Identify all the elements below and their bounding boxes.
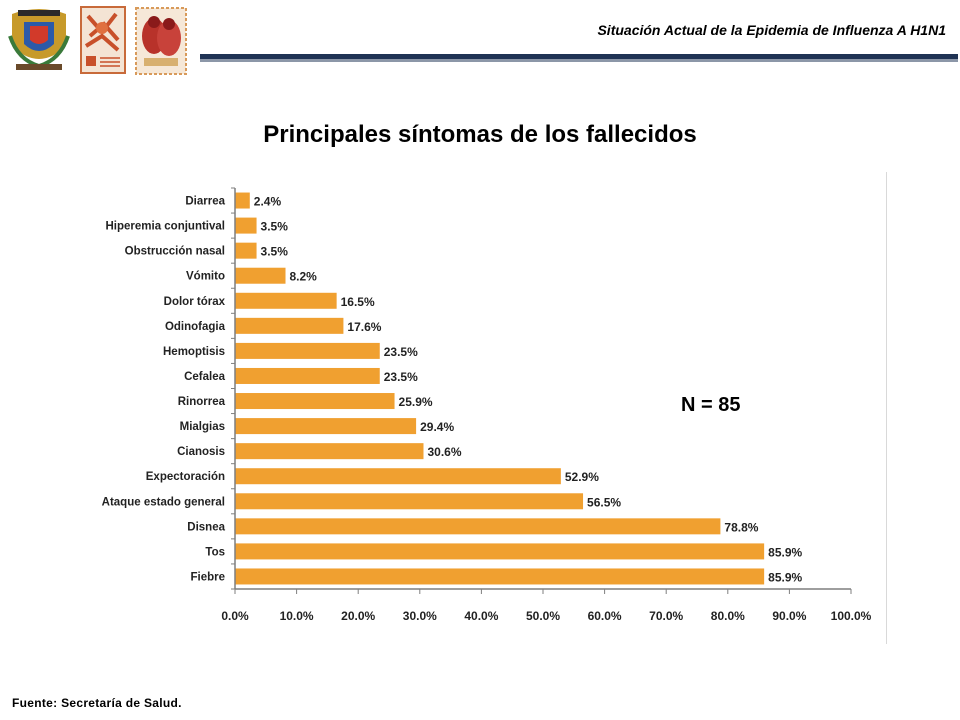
category-label: Mialgias bbox=[180, 421, 225, 433]
bar bbox=[235, 192, 250, 209]
data-label: 25.9% bbox=[399, 395, 433, 409]
category-label: Ataque estado general bbox=[102, 496, 225, 508]
category-label: Odinofagia bbox=[165, 321, 226, 333]
data-label: 29.4% bbox=[420, 420, 454, 434]
data-label: 23.5% bbox=[384, 370, 418, 384]
bar bbox=[235, 518, 721, 535]
category-label: Disnea bbox=[187, 521, 225, 533]
x-tick-label: 40.0% bbox=[464, 609, 498, 623]
bar bbox=[235, 393, 395, 410]
bar bbox=[235, 342, 380, 359]
bar bbox=[235, 367, 380, 384]
x-tick-label: 50.0% bbox=[526, 609, 560, 623]
header-rule-bottom bbox=[200, 59, 958, 62]
data-label: 30.6% bbox=[427, 445, 461, 459]
data-label: 78.8% bbox=[724, 520, 758, 534]
bar bbox=[235, 418, 417, 435]
x-tick-label: 70.0% bbox=[649, 609, 683, 623]
data-label: 23.5% bbox=[384, 345, 418, 359]
data-label: 52.9% bbox=[565, 470, 599, 484]
data-label: 16.5% bbox=[341, 295, 375, 309]
category-label: Fiebre bbox=[190, 571, 225, 583]
category-label: Hemoptisis bbox=[163, 346, 225, 358]
unam-crest-logo bbox=[8, 9, 70, 70]
faculty-emblem-logo bbox=[80, 6, 126, 74]
bar bbox=[235, 242, 257, 259]
bar bbox=[235, 568, 765, 585]
bar bbox=[235, 443, 424, 460]
bar bbox=[235, 217, 257, 234]
x-tick-label: 60.0% bbox=[588, 609, 622, 623]
data-label: 8.2% bbox=[290, 270, 318, 284]
category-label: Hiperemia conjuntival bbox=[105, 221, 225, 233]
x-tick-label: 10.0% bbox=[280, 609, 314, 623]
bar bbox=[235, 543, 765, 560]
bar bbox=[235, 267, 286, 284]
category-label: Tos bbox=[205, 546, 225, 558]
sample-size-label: N = 85 bbox=[681, 394, 741, 416]
x-tick-label: 0.0% bbox=[221, 609, 249, 623]
x-tick-label: 80.0% bbox=[711, 609, 745, 623]
category-label: Cefalea bbox=[184, 371, 226, 383]
category-label: Diarrea bbox=[185, 196, 225, 208]
header-rule-top bbox=[200, 54, 958, 59]
x-tick-label: 30.0% bbox=[403, 609, 437, 623]
school-emblem-logo bbox=[135, 7, 187, 75]
chart-border-line bbox=[886, 172, 887, 644]
data-label: 85.9% bbox=[768, 570, 802, 584]
header-title: Situación Actual de la Epidemia de Influ… bbox=[597, 22, 946, 38]
x-tick-label: 20.0% bbox=[341, 609, 375, 623]
category-label: Vómito bbox=[186, 271, 225, 283]
data-label: 3.5% bbox=[261, 220, 289, 234]
header-rule bbox=[200, 54, 958, 62]
data-label: 2.4% bbox=[254, 195, 282, 209]
data-label: 17.6% bbox=[347, 320, 381, 334]
category-label: Rinorrea bbox=[178, 396, 226, 408]
bar bbox=[235, 317, 344, 334]
source-note: Fuente: Secretaría de Salud. bbox=[12, 696, 182, 710]
bar bbox=[235, 292, 337, 309]
category-label: Obstrucción nasal bbox=[125, 246, 225, 258]
bar bbox=[235, 468, 561, 485]
category-label: Cianosis bbox=[177, 446, 225, 458]
data-label: 56.5% bbox=[587, 495, 621, 509]
data-label: 85.9% bbox=[768, 545, 802, 559]
x-tick-label: 90.0% bbox=[772, 609, 806, 623]
slide-title: Principales síntomas de los fallecidos bbox=[263, 121, 697, 148]
category-label: Dolor tórax bbox=[164, 296, 226, 308]
data-label: 3.5% bbox=[261, 245, 289, 259]
x-tick-label: 100.0% bbox=[831, 609, 872, 623]
bar bbox=[235, 493, 584, 510]
category-label: Expectoración bbox=[146, 471, 225, 483]
